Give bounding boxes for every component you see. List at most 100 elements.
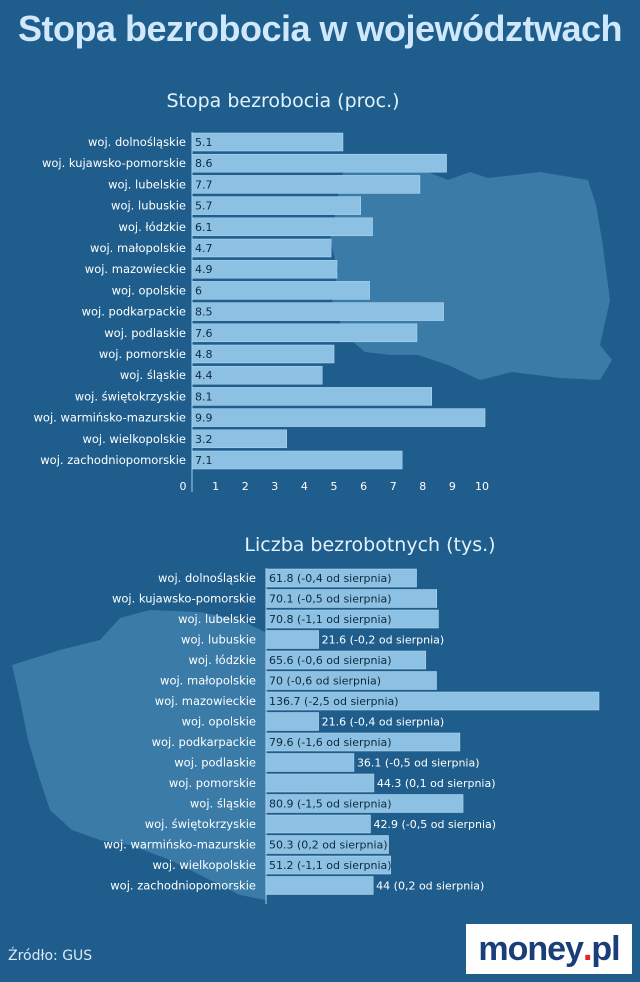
- chart1-x-tick-label: 7: [390, 480, 397, 493]
- chart1-bar: [191, 408, 486, 427]
- chart1-bar: [191, 175, 421, 194]
- chart2-category-label: woj. śląskie: [190, 797, 256, 811]
- chart2-value-label: 36.1 (-0,5 od sierpnia): [357, 757, 480, 770]
- chart1-value-label: 7.6: [195, 327, 213, 340]
- chart2-bar: [265, 732, 461, 752]
- chart1-value-label: 9.9: [195, 412, 213, 425]
- money-pl-logo[interactable]: money. pl: [466, 924, 632, 974]
- chart1-x-tick-label: 10: [475, 480, 489, 493]
- chart2-category-label: woj. podkarpackie: [152, 735, 256, 749]
- chart1-category-label: woj. śląskie: [120, 368, 186, 382]
- chart2-value-label: 70.1 (-0,5 od sierpnia): [269, 593, 392, 606]
- chart1-x-tick-label: 5: [331, 480, 338, 493]
- chart1-category-label: woj. kujawsko-pomorskie: [42, 156, 186, 170]
- chart1-value-label: 6: [195, 284, 202, 297]
- chart1-bar: [191, 196, 361, 215]
- logo-dot: .: [582, 929, 593, 968]
- chart1-x-tick-label: 0: [180, 480, 187, 493]
- chart2-category-label: woj. opolskie: [182, 715, 256, 729]
- poland-map-shape-bottom: [12, 610, 268, 900]
- chart2-value-label: 80.9 (-1,5 od sierpnia): [269, 798, 392, 811]
- chart1-x-tick-label: 2: [242, 480, 249, 493]
- chart2-category-label: woj. łódzkie: [188, 653, 256, 667]
- chart2-value-label: 70.8 (-1,1 od sierpnia): [269, 613, 392, 626]
- chart2-value-label: 44.3 (0,1 od sierpnia): [377, 777, 496, 790]
- chart2-value-label: 21.6 (-0,4 od sierpnia): [322, 716, 445, 729]
- chart1-bar: [191, 344, 335, 364]
- chart1-category-label: woj. lubelskie: [108, 177, 186, 191]
- page-title: Stopa bezrobocia w województwach: [17, 8, 623, 49]
- unemployment-rate-chart: Stopa bezrobocia (proc.) woj. dolnośląsk…: [34, 90, 489, 493]
- chart2-bar: [265, 609, 439, 629]
- chart1-category-label: woj. wielkopolskie: [82, 432, 186, 446]
- chart2-value-label: 50.3 (0,2 od sierpnia): [269, 839, 388, 852]
- chart1-bar: [191, 132, 344, 152]
- chart1-value-label: 4.8: [195, 348, 213, 361]
- chart1-value-label: 8.6: [195, 157, 213, 170]
- chart2-bar: [265, 630, 319, 649]
- chart1-x-tick-label: 4: [301, 480, 308, 493]
- chart2-category-label: woj. świętokrzyskie: [145, 817, 256, 831]
- unemployed-count-chart: Liczba bezrobotnych (tys.) woj. dolnoślą…: [104, 534, 600, 904]
- chart1-bar: [191, 238, 332, 258]
- chart2-value-label: 51.2 (-1,1 od sierpnia): [269, 859, 392, 872]
- chart2-bar: [265, 876, 374, 895]
- chart1-category-label: woj. łódzkie: [118, 220, 186, 234]
- chart1-category-label: woj. dolnośląskie: [88, 135, 186, 149]
- chart2-category-label: woj. lubelskie: [178, 612, 256, 626]
- chart1-bar: [191, 365, 323, 385]
- chart2-category-label: woj. zachodniopomorskie: [110, 879, 256, 893]
- chart1-title: Stopa bezrobocia (proc.): [166, 90, 399, 112]
- chart1-value-label: 4.7: [195, 242, 213, 255]
- chart1-value-label: 5.7: [195, 200, 213, 213]
- chart1-x-tick-label: 9: [449, 480, 456, 493]
- chart1-value-label: 5.1: [195, 136, 213, 149]
- chart2-value-label: 79.6 (-1,6 od sierpnia): [269, 736, 392, 749]
- chart1-category-label: woj. zachodniopomorskie: [40, 453, 186, 467]
- chart1-value-label: 4.4: [195, 369, 213, 382]
- chart2-value-label: 65.6 (-0,6 od sierpnia): [269, 654, 392, 667]
- chart1-x-tick-label: 8: [419, 480, 426, 493]
- chart1-value-label: 6.1: [195, 221, 213, 234]
- logo-text-right: pl: [591, 929, 620, 968]
- chart1-category-label: woj. warmińsko-mazurskie: [34, 411, 186, 425]
- chart2-bar: [265, 753, 355, 772]
- chart2-bar: [265, 855, 391, 875]
- chart1-value-label: 7.7: [195, 178, 213, 191]
- chart2-bar: [265, 814, 371, 834]
- chart1-value-label: 7.1: [195, 454, 213, 467]
- chart2-bar: [265, 568, 417, 588]
- chart2-value-label: 70 (-0,6 od sierpnia): [269, 675, 381, 688]
- chart1-category-label: woj. lubuskie: [111, 199, 186, 213]
- chart1-category-label: woj. podlaskie: [104, 326, 186, 340]
- chart1-x-tick-label: 1: [212, 480, 219, 493]
- chart2-bar: [265, 712, 319, 731]
- chart2-category-label: woj. mazowieckie: [155, 694, 256, 708]
- chart2-bar: [265, 671, 437, 690]
- chart1-bar: [191, 281, 370, 300]
- chart2-category-label: woj. warmińsko-mazurskie: [104, 838, 256, 852]
- chart2-category-label: woj. kujawsko-pomorskie: [112, 592, 256, 606]
- chart2-bar: [265, 835, 389, 854]
- chart1-x-tick-label: 3: [271, 480, 278, 493]
- chart1-category-label: woj. opolskie: [112, 283, 186, 297]
- chart1-bar: [191, 387, 433, 406]
- chart1-category-label: woj. mazowieckie: [85, 262, 186, 276]
- chart2-bar: [265, 794, 464, 813]
- chart1-x-tick-label: 6: [360, 480, 367, 493]
- chart1-bar: [191, 153, 447, 173]
- chart1-category-label: woj. pomorskie: [99, 347, 186, 361]
- chart2-value-label: 21.6 (-0,2 od sierpnia): [322, 634, 445, 647]
- chart2-category-label: woj. lubuskie: [181, 633, 256, 647]
- chart2-bar: [265, 691, 600, 711]
- chart2-bar: [265, 589, 438, 608]
- chart2-bar: [265, 773, 375, 793]
- chart1-bar: [191, 217, 373, 237]
- chart1-value-label: 4.9: [195, 263, 213, 276]
- chart1-value-label: 8.5: [195, 306, 213, 319]
- chart1-bar: [191, 429, 287, 449]
- chart2-value-label: 42.9 (-0,5 od sierpnia): [374, 818, 497, 831]
- chart1-value-label: 8.1: [195, 390, 213, 403]
- chart2-title: Liczba bezrobotnych (tys.): [244, 534, 495, 556]
